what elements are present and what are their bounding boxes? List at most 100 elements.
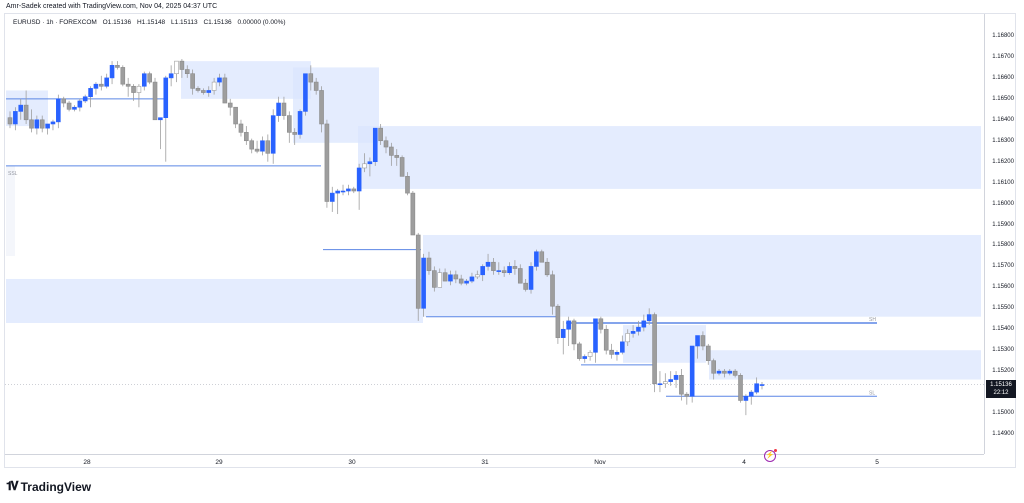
candle-body — [432, 270, 437, 288]
candle-body — [759, 384, 765, 386]
candle-body — [292, 132, 297, 135]
price-tick-label: 1.16700 — [992, 53, 1014, 60]
candle-body — [303, 73, 308, 112]
candle-body — [351, 188, 357, 192]
candle-body — [437, 272, 443, 288]
candle-body — [754, 383, 759, 393]
candle-body — [270, 115, 276, 154]
candle-body — [625, 333, 631, 343]
candle-body — [152, 81, 158, 121]
candle-body — [705, 345, 711, 361]
price-tick-label: 1.15400 — [992, 326, 1014, 333]
price-tick-label: 1.16300 — [992, 137, 1014, 144]
candle-body — [39, 119, 45, 129]
candle-body — [206, 90, 212, 93]
candle-body — [668, 379, 673, 382]
demand-zone-1 — [6, 278, 423, 323]
candle-body — [297, 111, 303, 135]
current-price-value: 1.15136 — [990, 381, 1012, 388]
candle-body — [184, 69, 190, 75]
time-axis[interactable]: 28 29 30 31 Nov 4 5 — [5, 454, 984, 469]
price-tick-label: 1.15200 — [992, 368, 1014, 375]
time-tick-label: 28 — [83, 459, 91, 466]
candle-body — [598, 318, 604, 330]
candle-body — [136, 85, 142, 93]
candle-body — [577, 343, 582, 359]
sl-line-label: SL — [869, 390, 875, 396]
candle-body — [77, 100, 83, 108]
candle-body — [23, 104, 29, 121]
candle-body — [582, 356, 588, 359]
candle-body — [426, 257, 432, 271]
candle-body — [394, 155, 400, 158]
candle-body — [517, 268, 523, 284]
candle-body — [346, 188, 351, 192]
candle-body — [496, 270, 502, 272]
candle-body — [512, 266, 518, 269]
candle-body — [453, 274, 459, 280]
lightning-icon[interactable]: ⚡ — [764, 449, 777, 462]
candle-body — [410, 192, 416, 236]
candle-body — [469, 276, 475, 282]
candle-body — [442, 272, 448, 282]
left-shade — [6, 166, 15, 256]
time-tick-label: 30 — [348, 459, 356, 466]
candle-body — [620, 341, 625, 353]
candle-body — [147, 73, 152, 83]
candle-body — [125, 83, 131, 87]
candle-body — [609, 349, 614, 355]
candle-body — [319, 90, 324, 125]
time-tick-label: 5 — [875, 459, 879, 466]
candle-body — [657, 383, 663, 386]
bar-countdown: 22:12 — [993, 389, 1009, 396]
candle-body — [287, 115, 292, 133]
candle-body — [190, 73, 195, 89]
candle-body — [415, 234, 421, 309]
price-tick-label: 1.15300 — [992, 347, 1014, 354]
candle-body — [603, 328, 609, 351]
candle-body — [383, 140, 389, 148]
brand-name: TradingView — [20, 479, 92, 494]
candle-body — [45, 123, 50, 129]
candle-body — [480, 266, 485, 276]
current-price-badge: 1.15136 22:12 — [986, 379, 1016, 398]
symbol-label[interactable]: EURUSD · 1h · FOREXCOM — [13, 19, 97, 26]
candle-body — [29, 119, 34, 129]
candle-body — [711, 360, 716, 374]
candle-body — [249, 140, 255, 150]
candle-body — [748, 391, 754, 397]
candle-body — [448, 274, 453, 282]
supply-zone-2 — [181, 61, 311, 99]
candle-body — [120, 67, 126, 85]
candle-body — [593, 318, 598, 353]
price-tick-label: 1.15000 — [992, 410, 1014, 417]
candle-body — [372, 127, 378, 162]
candle-body — [211, 81, 217, 91]
price-tick-label: 1.16000 — [992, 200, 1014, 207]
candle-body — [313, 81, 319, 91]
candle-body — [260, 140, 265, 152]
price-tick-label: 1.14900 — [992, 430, 1014, 437]
candle-body — [571, 320, 577, 345]
candle-body — [458, 278, 464, 284]
candle-body — [93, 83, 99, 89]
candle-body — [7, 117, 13, 125]
candle-body — [673, 375, 679, 380]
candle-body — [244, 132, 249, 142]
candle-body — [265, 140, 271, 154]
candle-body — [227, 102, 233, 108]
candle-body — [99, 83, 104, 87]
candle-body — [222, 77, 228, 104]
candle-body — [475, 274, 480, 278]
candle-body — [614, 351, 620, 355]
candle-body — [158, 117, 163, 121]
candle-body — [641, 320, 647, 328]
price-tick-label: 1.15700 — [992, 263, 1014, 270]
candle-body — [566, 320, 571, 330]
candle-body — [700, 335, 706, 347]
candle-body — [308, 73, 314, 83]
candle-body — [485, 261, 491, 267]
candlestick-chart[interactable]: SSL SH SL — [5, 14, 984, 454]
price-axis[interactable]: 1.16800 1.16700 1.16600 1.16500 1.16400 1.163… — [984, 14, 1017, 454]
candle-body — [716, 370, 722, 374]
